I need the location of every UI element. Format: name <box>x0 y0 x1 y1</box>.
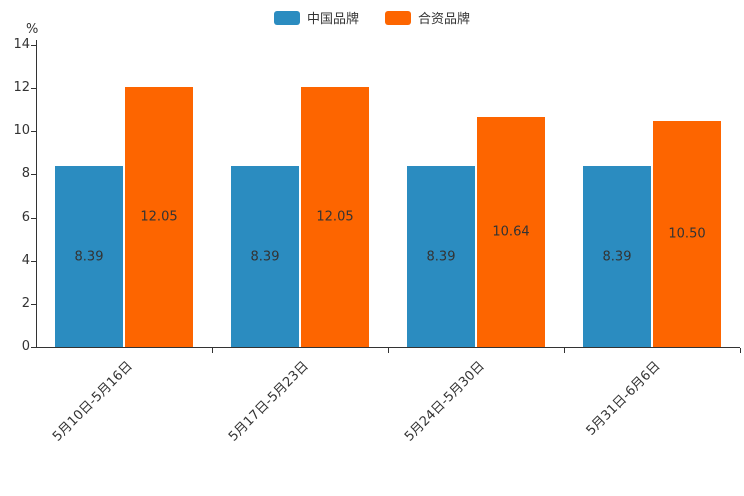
y-axis-line <box>36 40 37 347</box>
bar-value-label: 12.05 <box>140 209 178 225</box>
chart-legend: 中国品牌 合资品牌 <box>0 8 744 27</box>
y-axis-unit-label: % <box>26 22 39 37</box>
x-tick-label: 5月31日-6月6日 <box>583 358 664 439</box>
legend-item-series2[interactable]: 合资品牌 <box>385 8 470 27</box>
y-tick-label: 2 <box>21 295 30 311</box>
y-tick-label: 10 <box>13 123 30 139</box>
x-tick <box>564 348 565 353</box>
bar-china-brand <box>55 166 123 347</box>
y-tick <box>31 174 36 176</box>
bar-value-label: 12.05 <box>316 209 354 225</box>
bar-china-brand <box>583 166 651 347</box>
bar-value-label: 8.39 <box>426 249 456 264</box>
x-axis-line <box>36 347 740 348</box>
bar-china-brand <box>407 166 475 347</box>
y-tick-label: 12 <box>13 80 30 96</box>
bar-value-label: 8.39 <box>602 249 632 264</box>
bar-value-label: 10.64 <box>492 224 530 240</box>
legend-marker-icon <box>385 10 411 25</box>
legend-label: 合资品牌 <box>418 12 471 27</box>
y-tick <box>31 131 36 133</box>
x-tick <box>212 348 213 353</box>
y-tick <box>31 260 36 262</box>
x-tick-label: 5月17日-5月23日 <box>225 358 312 445</box>
y-tick-label: 0 <box>21 339 30 354</box>
bar-joint-venture-brand <box>125 87 193 347</box>
y-tick <box>31 88 36 90</box>
bar-joint-venture-brand <box>301 87 369 347</box>
legend-marker-icon <box>273 10 300 25</box>
y-tick <box>31 303 36 305</box>
bar-joint-venture-brand <box>653 120 721 347</box>
x-tick <box>388 348 389 353</box>
bar-joint-venture-brand <box>477 117 545 347</box>
legend-label: 中国品牌 <box>306 12 359 27</box>
bar-value-label: 8.39 <box>250 249 280 264</box>
y-tick-label: 6 <box>21 209 30 225</box>
y-tick-label: 8 <box>21 166 30 182</box>
y-tick-label: 4 <box>21 252 30 268</box>
y-tick <box>31 45 36 46</box>
y-tick-label: 14 <box>13 37 30 52</box>
y-tick <box>31 347 36 348</box>
x-tick-label: 5月24日-5月30日 <box>401 358 488 445</box>
x-tick-label: 5月10日-5月16日 <box>49 358 136 445</box>
x-tick <box>740 348 741 353</box>
bar-value-label: 10.50 <box>668 226 706 242</box>
y-tick <box>31 217 36 219</box>
bar-china-brand <box>231 166 299 347</box>
legend-item-series1[interactable]: 中国品牌 <box>273 8 359 27</box>
bar-value-label: 8.39 <box>74 249 104 264</box>
